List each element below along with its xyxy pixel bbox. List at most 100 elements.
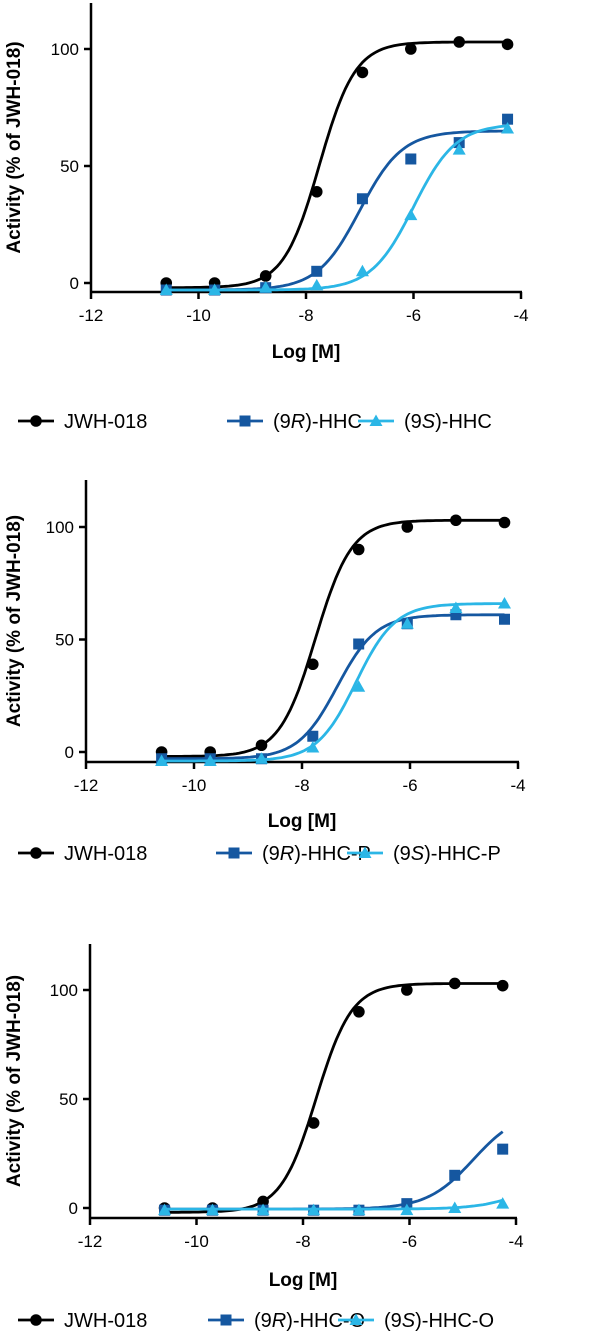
data-point bbox=[404, 208, 418, 221]
legend-label-part: S bbox=[422, 411, 436, 433]
legend-marker bbox=[228, 847, 240, 859]
data-point bbox=[449, 601, 463, 613]
y-axis-label: Activity (% of JWH-018) bbox=[4, 41, 25, 253]
x-tick-label: -10 bbox=[186, 306, 211, 325]
x-tick-label: -10 bbox=[184, 1232, 209, 1251]
data-point bbox=[353, 1006, 365, 1018]
legend-label: (9S)-HHC-O bbox=[384, 1310, 494, 1332]
y-tick-label: 0 bbox=[65, 743, 74, 762]
x-tick-label: -6 bbox=[402, 1232, 417, 1251]
x-tick-label: -12 bbox=[79, 306, 104, 325]
data-point bbox=[502, 113, 514, 125]
legend-label-part: )-HHC-P bbox=[424, 843, 501, 865]
x-tick-label: -10 bbox=[182, 776, 207, 795]
x-tick-label: -4 bbox=[510, 776, 525, 795]
x-axis-label: Log [M] bbox=[268, 811, 337, 832]
data-point bbox=[307, 730, 319, 742]
data-point bbox=[307, 658, 319, 671]
legend-label: JWH-018 bbox=[64, 1310, 147, 1332]
data-point bbox=[259, 281, 273, 293]
legend-marker bbox=[369, 414, 383, 426]
x-tick-label: -6 bbox=[406, 306, 421, 325]
data-point bbox=[497, 1143, 509, 1155]
series-curve-3 bbox=[166, 124, 508, 292]
data-point bbox=[310, 185, 323, 198]
data-point bbox=[496, 1197, 510, 1209]
legend-marker bbox=[30, 415, 42, 427]
data-point bbox=[498, 597, 511, 609]
x-tick-label: -12 bbox=[78, 1232, 103, 1251]
legend-marker bbox=[220, 1314, 232, 1326]
data-point bbox=[307, 1117, 320, 1129]
legend-label: (9R)-HHC-O bbox=[254, 1310, 365, 1332]
legend-label: (9S)-HHC-P bbox=[393, 843, 501, 865]
legend-label-part: R bbox=[280, 843, 294, 865]
x-tick-label: -8 bbox=[295, 1232, 310, 1251]
data-point bbox=[450, 514, 462, 527]
legend-label: JWH-018 bbox=[64, 843, 147, 865]
x-tick-label: -4 bbox=[513, 306, 528, 325]
data-point bbox=[259, 270, 272, 282]
data-point bbox=[450, 609, 462, 621]
data-point bbox=[155, 754, 169, 766]
data-point bbox=[449, 1169, 461, 1181]
legend-label: (9S)-HHC bbox=[404, 411, 492, 433]
data-point bbox=[255, 752, 268, 764]
y-axis-label: Activity (% of JWH-018) bbox=[4, 515, 25, 727]
legend-label-part: R bbox=[291, 411, 305, 433]
data-point bbox=[356, 193, 368, 205]
x-tick-label: -12 bbox=[74, 776, 99, 795]
legend-marker bbox=[30, 847, 42, 859]
x-tick-label: -4 bbox=[508, 1232, 523, 1251]
legend-label-part: (9 bbox=[404, 411, 422, 433]
series-curve-3 bbox=[164, 1198, 504, 1211]
legend-label-part: (9 bbox=[393, 843, 411, 865]
data-point bbox=[400, 617, 414, 629]
data-point bbox=[203, 754, 217, 766]
y-tick-label: 100 bbox=[46, 518, 74, 537]
y-tick-label: 50 bbox=[59, 1090, 78, 1109]
data-point bbox=[352, 1203, 366, 1216]
y-axis-label: Activity (% of JWH-018) bbox=[4, 975, 25, 1187]
data-point bbox=[353, 638, 365, 650]
data-point bbox=[356, 66, 369, 79]
legend-label-part: S bbox=[402, 1310, 416, 1332]
series-curve-1 bbox=[164, 982, 503, 1214]
data-point bbox=[311, 265, 323, 277]
data-point bbox=[158, 1203, 172, 1216]
legend-marker bbox=[30, 1314, 42, 1326]
legend-label-part: )-HHC-P bbox=[294, 843, 371, 865]
series-curve-1 bbox=[161, 518, 505, 758]
x-axis-label: Log [M] bbox=[272, 342, 341, 363]
data-point bbox=[205, 1203, 219, 1216]
data-point bbox=[501, 122, 515, 134]
y-tick-label: 0 bbox=[69, 1199, 78, 1218]
data-point bbox=[401, 984, 413, 996]
data-point bbox=[498, 516, 511, 529]
chart-panel-3: -12 -10 -8 -6 -4 0 50 100 Log [M] Activity (% of … bbox=[4, 944, 524, 1332]
data-point bbox=[448, 1201, 462, 1213]
data-point bbox=[306, 741, 320, 753]
data-point bbox=[405, 153, 417, 165]
y-tick-label: 100 bbox=[51, 40, 79, 59]
data-point bbox=[499, 613, 510, 625]
data-point bbox=[307, 1203, 321, 1216]
legend-marker bbox=[358, 846, 372, 858]
data-point bbox=[501, 38, 514, 51]
legend-label-part: )-HHC-O bbox=[286, 1310, 365, 1332]
legend-label-part: S bbox=[411, 843, 425, 865]
legend-label-part: (9 bbox=[262, 843, 280, 865]
x-tick-label: -8 bbox=[294, 776, 309, 795]
legend-label: (9R)-HHC bbox=[273, 411, 362, 433]
legend-marker bbox=[239, 415, 251, 427]
x-tick-label: -6 bbox=[402, 776, 417, 795]
legend-label-part: )-HHC bbox=[435, 411, 492, 433]
legend-label-part: (9 bbox=[273, 411, 291, 433]
legend-label: (9R)-HHC-P bbox=[262, 843, 371, 865]
legend-marker bbox=[349, 1313, 363, 1325]
chart-panel-1: -12 -10 -8 -6 -4 0 50 100 Log [M] Activity (% of … bbox=[4, 3, 529, 433]
data-point bbox=[256, 1203, 270, 1216]
legend-label-part: R bbox=[272, 1310, 286, 1332]
data-point bbox=[352, 543, 365, 556]
